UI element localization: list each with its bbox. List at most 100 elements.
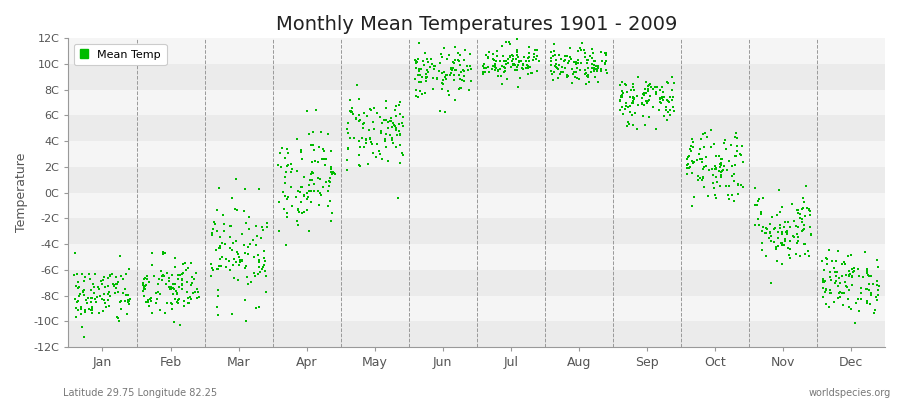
Point <box>393 131 408 138</box>
Point <box>689 157 704 163</box>
Point <box>175 277 189 283</box>
Point <box>381 118 395 125</box>
Point <box>313 190 328 196</box>
Point <box>92 310 106 316</box>
Point <box>291 207 305 213</box>
Point <box>235 230 249 237</box>
Point <box>373 114 387 120</box>
Title: Monthly Mean Temperatures 1901 - 2009: Monthly Mean Temperatures 1901 - 2009 <box>276 15 678 34</box>
Point <box>322 183 337 189</box>
Point <box>783 238 797 244</box>
Point <box>67 272 81 279</box>
Point <box>637 90 652 96</box>
Point <box>153 291 167 298</box>
Point <box>522 54 536 60</box>
Point <box>763 238 778 244</box>
Point <box>680 156 695 162</box>
Point <box>772 187 787 194</box>
Point <box>634 100 649 107</box>
Point <box>78 309 93 315</box>
Point <box>217 221 231 228</box>
Point <box>630 126 644 132</box>
Point <box>429 74 444 81</box>
Point <box>851 296 866 303</box>
Bar <box>68 116 885 141</box>
Point <box>409 92 423 99</box>
Point <box>295 183 310 190</box>
Point <box>171 271 185 278</box>
Point <box>646 104 661 110</box>
Point <box>317 148 331 154</box>
Point <box>522 58 536 64</box>
Point <box>463 87 477 93</box>
Point <box>722 196 736 202</box>
Point <box>659 104 673 110</box>
Point <box>453 84 467 91</box>
Bar <box>68 218 885 244</box>
Point <box>280 210 294 217</box>
Point <box>683 164 698 170</box>
Point <box>229 259 243 265</box>
Point <box>588 58 602 64</box>
Point <box>144 298 158 304</box>
Point <box>290 218 304 224</box>
Point <box>505 52 519 58</box>
Point <box>519 62 534 68</box>
Point <box>623 109 637 116</box>
Point <box>153 306 167 313</box>
Point <box>366 104 381 111</box>
Point <box>637 102 652 108</box>
Point <box>307 147 321 153</box>
Bar <box>68 270 885 296</box>
Point <box>366 119 381 125</box>
Point <box>748 222 762 228</box>
Point <box>578 71 592 77</box>
Point <box>511 62 526 68</box>
Point <box>384 137 399 144</box>
Point <box>573 47 588 53</box>
Point <box>438 72 453 78</box>
Point <box>620 88 634 95</box>
Point <box>506 60 520 67</box>
Point <box>691 151 706 157</box>
Point <box>70 307 85 314</box>
Point <box>70 285 85 291</box>
Point <box>570 69 584 75</box>
Point <box>496 58 510 64</box>
Point <box>871 286 886 293</box>
Point <box>313 176 328 182</box>
Point <box>796 240 811 247</box>
Point <box>212 256 227 262</box>
Point <box>770 228 785 235</box>
Point <box>362 127 376 133</box>
Point <box>290 168 304 174</box>
Point <box>565 71 580 78</box>
Point <box>589 66 603 72</box>
Point <box>178 260 193 267</box>
Point <box>849 320 863 326</box>
Point <box>323 165 338 172</box>
Point <box>351 152 365 158</box>
Point <box>649 126 663 132</box>
Point <box>84 298 98 305</box>
Point <box>521 65 535 71</box>
Point <box>98 300 112 306</box>
Point <box>831 248 845 255</box>
Point <box>778 238 792 244</box>
Point <box>458 46 473 53</box>
Point <box>155 277 169 284</box>
Point <box>832 274 846 281</box>
Point <box>253 269 267 275</box>
Point <box>302 227 316 234</box>
Point <box>310 159 325 165</box>
Point <box>499 61 513 67</box>
Point <box>754 247 769 253</box>
Point <box>308 158 322 164</box>
Point <box>615 104 629 110</box>
Point <box>557 58 572 64</box>
Point <box>211 207 225 213</box>
Point <box>71 297 86 304</box>
Point <box>816 276 831 283</box>
Point <box>230 238 244 244</box>
Point <box>395 120 410 126</box>
